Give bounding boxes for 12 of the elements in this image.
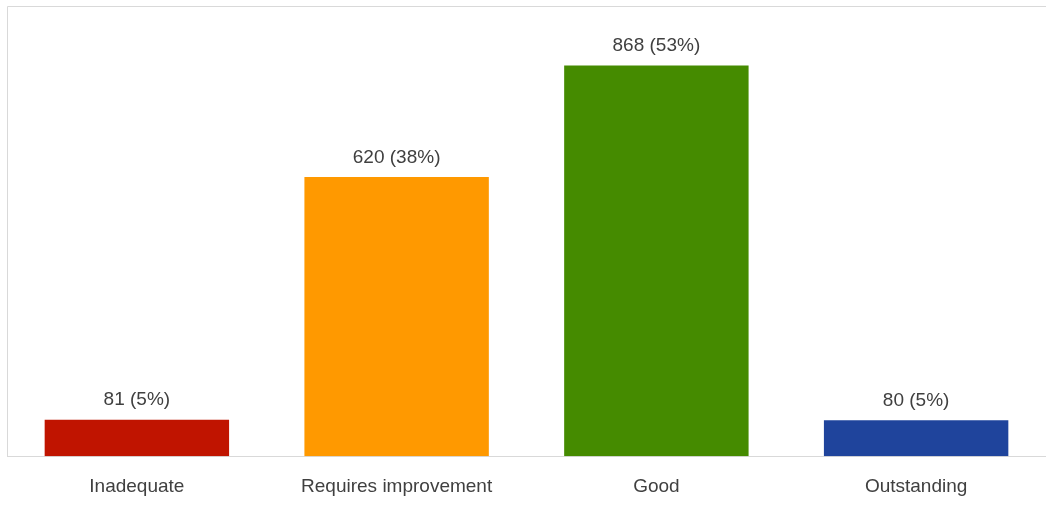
x-tick-label: Good (633, 474, 680, 496)
data-label: 868 (53%) (612, 34, 701, 56)
x-tick-label: Inadequate (89, 474, 185, 496)
x-tick-label: Outstanding (864, 474, 968, 496)
x-tick-label: Requires improvement (301, 474, 493, 496)
data-label: 620 (38%) (352, 145, 441, 167)
bar (823, 420, 1009, 457)
data-label: 81 (5%) (103, 388, 171, 410)
bar (564, 65, 749, 457)
bar (44, 419, 230, 457)
bar (304, 177, 489, 457)
data-label: 80 (5%) (882, 388, 950, 410)
